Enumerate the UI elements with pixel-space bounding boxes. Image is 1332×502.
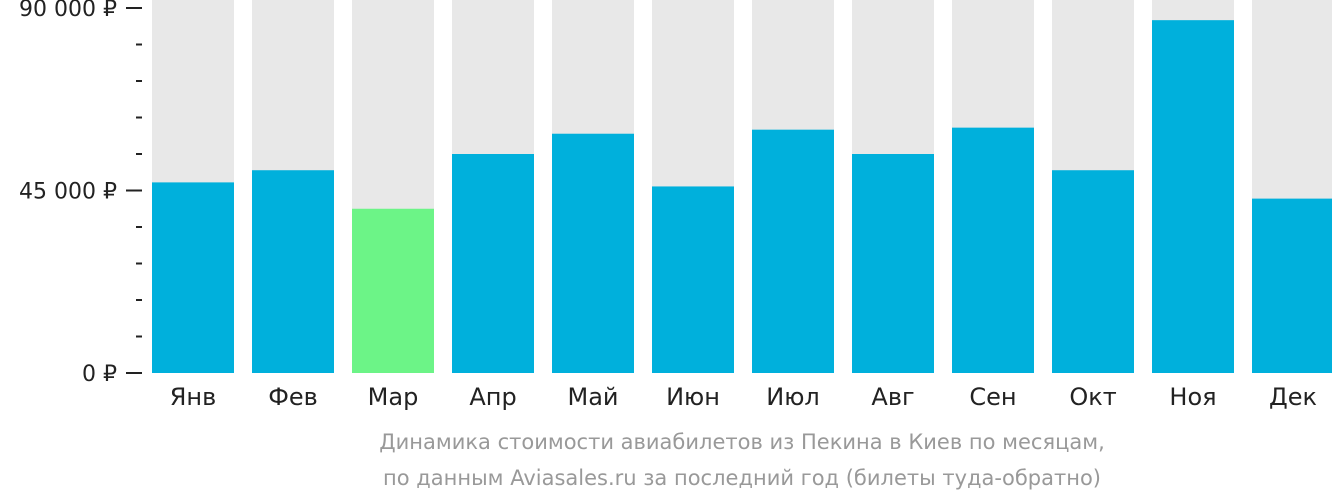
x-tick-label-11: Дек: [1269, 383, 1317, 411]
x-tick-label-4: Май: [567, 383, 618, 411]
x-tick-label-0: Янв: [170, 383, 217, 411]
x-tick-label-10: Ноя: [1169, 383, 1216, 411]
bar-7: [852, 154, 934, 373]
x-tick-label-5: Июн: [666, 383, 720, 411]
x-axis: Янв Фев Мар Апр Май Июн Июл Авг Сен Окт Ноя Дек: [170, 383, 1317, 411]
y-axis: 0 ₽ 45 000 ₽ 90 000 ₽: [19, 0, 142, 387]
bar-1: [252, 170, 334, 373]
y-tick-label-0: 0 ₽: [82, 362, 117, 387]
bar-5: [652, 186, 734, 373]
y-tick-label-2: 90 000 ₽: [19, 0, 117, 22]
x-tick-label-7: Авг: [871, 383, 914, 411]
bar-0: [152, 182, 234, 373]
chart-caption-line-2: по данным Aviasales.ru за последний год …: [383, 466, 1101, 490]
bar-10: [1152, 20, 1234, 374]
bar-2: [352, 208, 434, 373]
x-tick-label-1: Фев: [268, 383, 318, 411]
chart-caption-line-1: Динамика стоимости авиабилетов из Пекина…: [379, 430, 1105, 454]
bar-3: [452, 154, 534, 373]
bar-9: [1052, 170, 1134, 373]
x-tick-label-3: Апр: [469, 383, 516, 411]
bars: [152, 0, 1332, 374]
bar-6: [752, 129, 834, 373]
price-bar-chart: 0 ₽ 45 000 ₽ 90 000 ₽ Янв Фев Мар Апр Май Июн Ию…: [19, 0, 1332, 411]
bar-8: [952, 127, 1034, 373]
x-tick-label-2: Мар: [368, 383, 419, 411]
x-tick-label-9: Окт: [1069, 383, 1116, 411]
y-tick-label-1: 45 000 ₽: [19, 180, 117, 205]
x-tick-label-8: Сен: [969, 383, 1016, 411]
bar-11: [1252, 198, 1332, 373]
x-tick-label-6: Июл: [766, 383, 820, 411]
bar-4: [552, 133, 634, 373]
